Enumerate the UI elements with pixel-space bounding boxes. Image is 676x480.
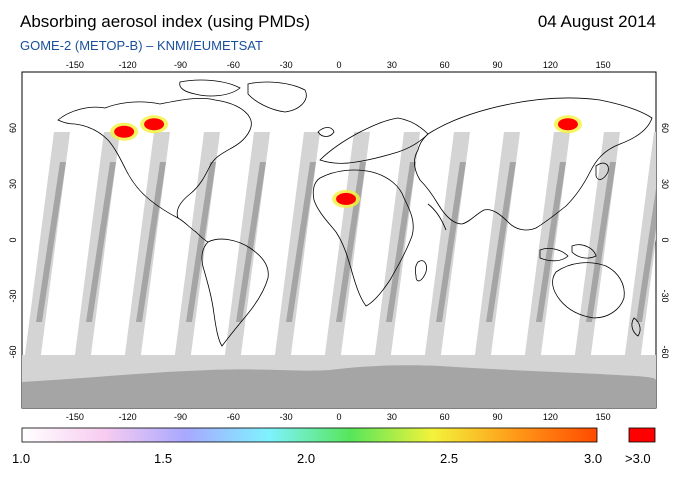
colorbar-overflow-swatch: [628, 427, 656, 443]
no-data-swath-core: [236, 162, 266, 322]
no-data-swath-core: [486, 162, 516, 322]
colorbar-label-1-0: 1.0: [12, 451, 31, 466]
coastlines: [57, 79, 653, 347]
lon-tick-label-bottom: -120: [119, 412, 137, 422]
central-america-outline: [177, 217, 209, 243]
longitude-ticks-bottom: -150 -120 -90 -60 -30 0 30 60 90 120 150: [66, 412, 611, 422]
no-data-swath: [624, 132, 656, 362]
map-subtitle: GOME-2 (METOP-B) – KNMI/EUMETSAT: [20, 38, 263, 53]
madagascar-outline: [415, 260, 427, 282]
no-data-swath-core: [86, 162, 116, 322]
lon-tick-label-bottom: 90: [492, 412, 502, 422]
australia-outline: [552, 262, 625, 319]
lat-tick-label-right: 30: [660, 179, 670, 189]
aerosol-plume: [557, 118, 578, 131]
lon-tick-label-top: -150: [66, 60, 84, 70]
lon-tick-label-top: 60: [440, 60, 450, 70]
lon-tick-label-bottom: 30: [387, 412, 397, 422]
asia-outline: [414, 97, 653, 231]
lon-tick-label-top: 90: [492, 60, 502, 70]
no-data-swath-core: [36, 162, 66, 322]
colorbar-label-1-5: 1.5: [154, 451, 173, 466]
no-data-swath-core: [386, 162, 416, 322]
latitude-ticks-left: 60 30 0 -30 -60: [8, 123, 18, 359]
colorbar: [21, 427, 598, 443]
colorbar-label-2-5: 2.5: [440, 451, 459, 466]
colorbar-label-overflow: >3.0: [625, 451, 651, 466]
lon-tick-label-top: -90: [174, 60, 187, 70]
lon-tick-label-bottom: 150: [596, 412, 611, 422]
no-data-swath-core: [136, 162, 166, 322]
greenland-outline: [247, 81, 307, 113]
british-isles-outline: [317, 127, 335, 137]
lat-tick-label-left: 0: [8, 237, 18, 242]
lon-tick-label-bottom: 60: [440, 412, 450, 422]
lon-tick-label-bottom: -90: [174, 412, 187, 422]
lon-tick-label-top: -120: [119, 60, 137, 70]
no-data-swath-core: [586, 162, 616, 322]
aerosol-plume: [144, 118, 165, 131]
lat-tick-label-left: 60: [8, 123, 18, 133]
lat-tick-label-right: 0: [660, 237, 670, 242]
map-date: 04 August 2014: [537, 12, 656, 31]
longitude-ticks-top: -150 -120 -90 -60 -30 0 30 60 90 120 150: [66, 60, 611, 70]
lat-tick-label-right: -60: [660, 345, 670, 358]
no-data-swath-core: [636, 188, 656, 322]
japan-outline: [595, 162, 609, 180]
lat-tick-label-right: -30: [660, 289, 670, 302]
lon-tick-label-top: 150: [596, 60, 611, 70]
aerosol-plume: [114, 125, 135, 138]
lon-tick-label-top: 0: [336, 60, 341, 70]
north-america-outline: [57, 97, 252, 219]
aerosol-plume: [336, 192, 357, 205]
colorbar-label-2-0: 2.0: [297, 451, 316, 466]
lon-tick-label-bottom: -30: [280, 412, 293, 422]
lat-tick-label-right: 60: [660, 123, 670, 133]
no-data-swath-core: [536, 162, 566, 322]
new-guinea-outline: [571, 244, 597, 259]
lon-tick-label-top: 30: [387, 60, 397, 70]
africa-outline: [312, 169, 414, 307]
no-data-swath-core: [286, 162, 316, 322]
arctic-islands-outline: [179, 79, 241, 97]
lat-tick-label-left: -30: [8, 289, 18, 302]
no-data-swath-core: [436, 162, 466, 322]
aerosol-plumes: [110, 115, 582, 208]
map-title: Absorbing aerosol index (using PMDs): [20, 12, 311, 31]
indonesia-outline: [539, 248, 569, 262]
lon-tick-label-top: -60: [227, 60, 240, 70]
arabia-outline: [427, 203, 447, 231]
colorbar-label-3-0: 3.0: [584, 451, 603, 466]
no-data-swath: [0, 132, 20, 362]
lon-tick-label-bottom: -150: [66, 412, 84, 422]
no-data-swath-core: [186, 162, 216, 322]
lon-tick-label-top: -30: [280, 60, 293, 70]
lon-tick-label-top: 120: [543, 60, 558, 70]
new-zealand-outline: [631, 317, 641, 337]
lon-tick-label-bottom: -60: [227, 412, 240, 422]
lon-tick-label-bottom: 0: [336, 412, 341, 422]
south-america-outline: [201, 238, 269, 347]
lon-tick-label-bottom: 120: [543, 412, 558, 422]
antarctica: [22, 365, 656, 408]
lat-tick-label-left: 30: [8, 179, 18, 189]
lat-tick-label-left: -60: [8, 345, 18, 358]
latitude-ticks-right: 60 30 0 -30 -60: [660, 123, 670, 359]
